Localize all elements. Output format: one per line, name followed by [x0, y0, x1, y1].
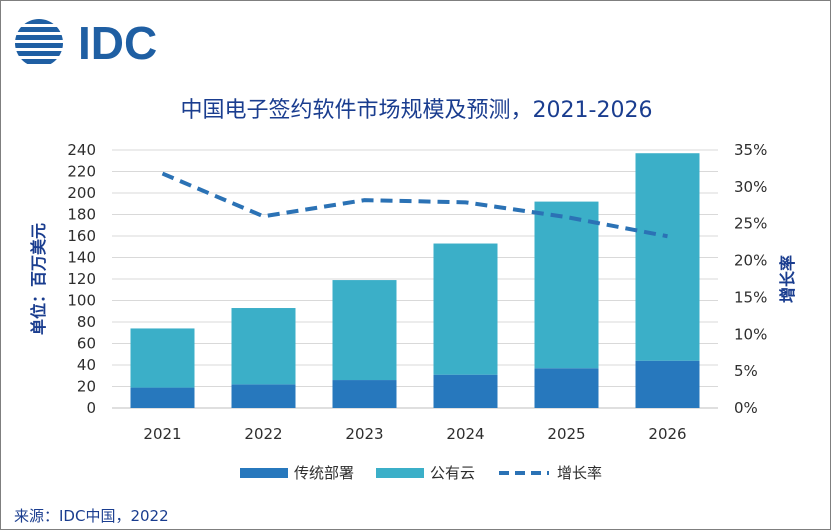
logo-text: IDC: [78, 17, 158, 69]
y-right-tick-label: 25%: [734, 215, 767, 233]
y-right-tick-label: 35%: [734, 141, 767, 159]
y-right-tick-label: 10%: [734, 325, 767, 343]
source-note: 来源：IDC中国，2022: [14, 507, 169, 525]
bar-onprem: [130, 387, 195, 408]
bar-cloud: [332, 280, 397, 381]
y-right-tick-label: 15%: [734, 288, 767, 306]
y-tick-label: 180: [67, 206, 96, 224]
legend-item-growth: 增长率: [497, 462, 602, 483]
legend: 传统部署 公有云 增长率: [240, 462, 602, 483]
bar-onprem: [635, 360, 700, 408]
legend-label-growth: 增长率: [557, 464, 603, 482]
bar-cloud: [635, 153, 700, 361]
x-tick-label: 2025: [547, 425, 585, 443]
legend-swatch-onprem: [240, 467, 288, 478]
x-tick-label: 2021: [143, 425, 181, 443]
legend-item-onprem: 传统部署: [240, 462, 354, 483]
y-axis-title: 单位：百万美元: [29, 223, 48, 335]
y-right-tick-label: 30%: [734, 178, 767, 196]
y-right-tick-label: 20%: [734, 252, 767, 270]
y-tick-label: 160: [67, 227, 96, 245]
globe-icon: [15, 19, 63, 64]
y-tick-label: 220: [67, 163, 96, 181]
bar-cloud: [130, 328, 195, 388]
legend-label-onprem: 传统部署: [294, 464, 355, 482]
y-tick-label: 120: [67, 270, 96, 288]
y-tick-label: 100: [67, 292, 96, 310]
x-tick-label: 2022: [244, 425, 282, 443]
bar-cloud: [433, 243, 498, 375]
bar-onprem: [433, 374, 498, 408]
x-tick-label: 2026: [648, 425, 686, 443]
y-right-axis-title: 增长率: [778, 255, 797, 303]
y-tick-label: 200: [67, 184, 96, 202]
idc-logo: IDC: [14, 10, 174, 68]
y-right-tick-label: 0%: [734, 399, 758, 417]
y-tick-label: 0: [86, 399, 96, 417]
legend-swatch-growth: [499, 470, 550, 475]
y-tick-label: 80: [77, 313, 96, 331]
y-right-tick-label: 5%: [734, 362, 758, 380]
bar-onprem: [231, 384, 296, 408]
legend-item-cloud: 公有云: [376, 462, 475, 483]
bar-cloud: [534, 201, 599, 369]
bar-onprem: [332, 380, 397, 408]
y-tick-label: 40: [77, 356, 96, 374]
y-tick-label: 20: [77, 378, 96, 396]
bar-onprem: [534, 368, 599, 408]
x-tick-label: 2023: [345, 425, 383, 443]
y-tick-label: 240: [67, 141, 96, 159]
bar-cloud: [231, 308, 296, 385]
x-tick-label: 2024: [446, 425, 484, 443]
chart-title: 中国电子签约软件市场规模及预测，2021-2026: [180, 98, 653, 123]
y-tick-label: 140: [67, 249, 96, 267]
legend-label-cloud: 公有云: [430, 464, 476, 482]
legend-swatch-cloud: [376, 467, 425, 478]
y-tick-label: 60: [77, 335, 96, 353]
